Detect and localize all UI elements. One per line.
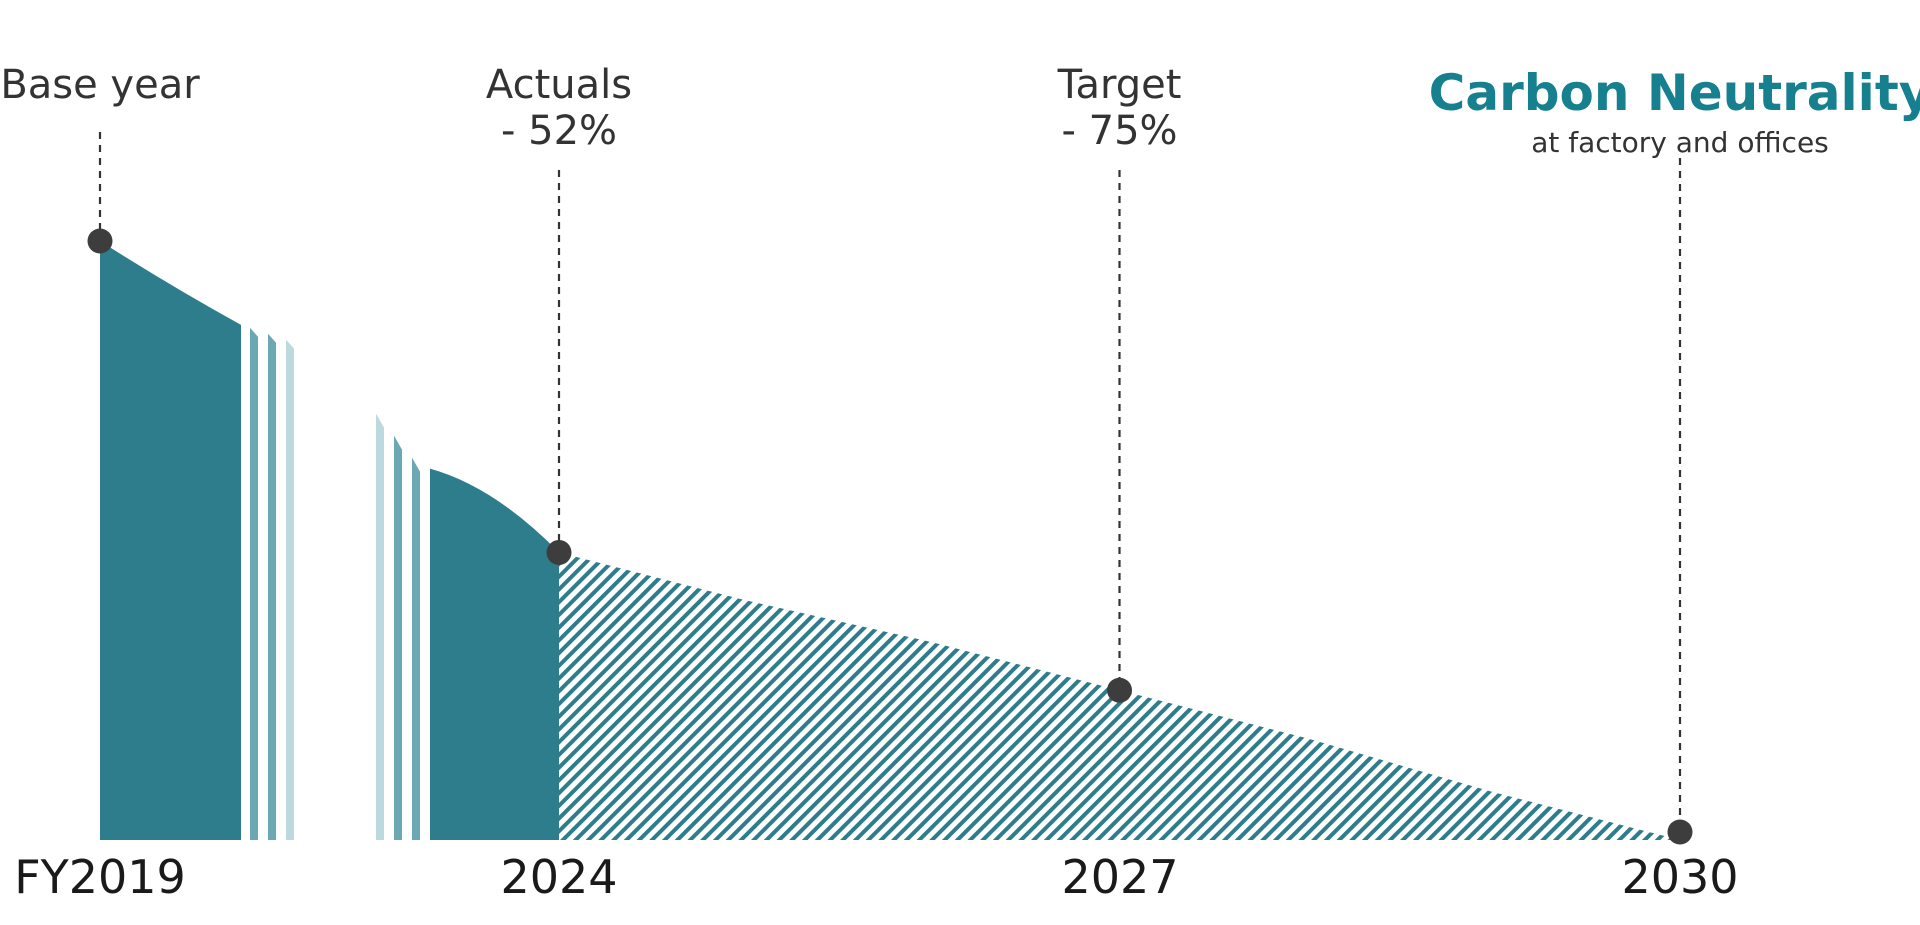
- break-stripe-right: [412, 457, 420, 840]
- x-tick-2024: 2024: [500, 850, 617, 904]
- milestone-label: Actuals: [486, 62, 632, 108]
- break-stripe-right: [376, 413, 384, 840]
- actual-area-base-year: [100, 241, 241, 840]
- x-tick-2027: 2027: [1061, 850, 1178, 904]
- milestone-label: Target: [1057, 62, 1182, 108]
- chart-title: Carbon Neutrality: [1429, 64, 1920, 122]
- chart-subtitle: at factory and offices: [1531, 126, 1829, 159]
- milestone-marker: [1667, 819, 1693, 845]
- break-stripe-right: [394, 435, 402, 840]
- axis-break-fade-right: [376, 413, 420, 840]
- x-tick-fy2019: FY2019: [14, 850, 186, 904]
- break-stripe-left: [250, 327, 258, 840]
- milestone-reduction-label: - 75%: [1061, 108, 1177, 154]
- milestone-marker: [546, 539, 572, 565]
- milestone-reduction-label: - 52%: [501, 108, 617, 154]
- axis-break-fade-left: [250, 327, 294, 840]
- break-stripe-left: [286, 339, 294, 840]
- milestone-marker: [1107, 677, 1132, 703]
- milestones: Base year Actuals- 52% Target- 75%: [0, 62, 1693, 845]
- x-tick-2030: 2030: [1621, 850, 1738, 904]
- milestone-label: Base year: [0, 62, 200, 108]
- actual-area-recent: [430, 468, 559, 840]
- milestone-marker: [87, 228, 113, 254]
- break-stripe-left: [268, 333, 276, 840]
